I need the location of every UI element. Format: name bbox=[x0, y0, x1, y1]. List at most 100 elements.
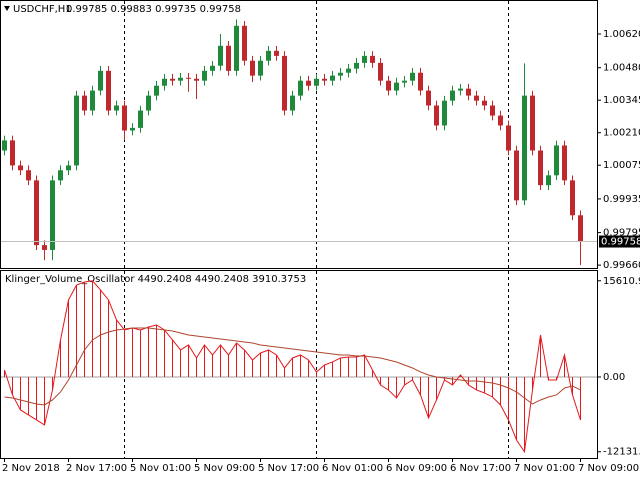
candle-body bbox=[170, 78, 175, 81]
candle-body bbox=[314, 78, 319, 86]
last-price-box bbox=[599, 235, 640, 248]
oscillator-panel bbox=[0, 270, 598, 459]
candle-body bbox=[202, 70, 207, 81]
candle-body bbox=[522, 95, 527, 201]
candle-body bbox=[50, 180, 55, 250]
indicator-title: Klinger_Volume_Oscillator 4490.2408 4490… bbox=[5, 274, 306, 285]
y-tick-label: 0.99795 bbox=[603, 228, 640, 239]
candle-body bbox=[258, 60, 263, 76]
candle-body bbox=[386, 80, 391, 91]
candle-body bbox=[434, 105, 439, 126]
candle-body bbox=[34, 180, 39, 246]
candle-body bbox=[538, 150, 543, 186]
candle-body bbox=[466, 88, 471, 96]
candle-body bbox=[146, 95, 151, 111]
y-tick-label: 1.00075 bbox=[603, 160, 640, 171]
candle-body bbox=[10, 140, 15, 166]
candle-body bbox=[106, 70, 111, 111]
y-tick-label: -12131.89 bbox=[603, 447, 640, 458]
candle-body bbox=[90, 90, 95, 111]
candle-body bbox=[306, 80, 311, 86]
y-tick-label: 0.00 bbox=[603, 372, 625, 383]
price-panel bbox=[0, 0, 598, 269]
candle-body bbox=[58, 170, 63, 181]
candle-body bbox=[282, 55, 287, 111]
candle-body bbox=[554, 145, 559, 176]
candle-body bbox=[338, 72, 343, 76]
candle-body bbox=[66, 165, 71, 171]
candle-body bbox=[226, 45, 231, 71]
candle-body bbox=[354, 62, 359, 69]
indicator-line bbox=[4, 327, 581, 406]
symbol-menu-arrow[interactable] bbox=[4, 6, 10, 11]
candle-body bbox=[26, 170, 31, 181]
x-tick-label: 2 Nov 17:00 bbox=[66, 463, 127, 474]
candle-body bbox=[530, 95, 535, 151]
y-tick-label: 1.00620 bbox=[603, 29, 640, 40]
candle-body bbox=[298, 80, 303, 96]
candle-body bbox=[442, 100, 447, 126]
candle-body bbox=[18, 165, 23, 171]
ohlc-readout: 0.99785 0.99883 0.99735 0.99758 bbox=[66, 4, 241, 15]
candle-body bbox=[250, 60, 255, 76]
candle-body bbox=[2, 140, 7, 151]
candle-body bbox=[362, 55, 367, 63]
x-tick-label: 5 Nov 17:00 bbox=[258, 463, 319, 474]
candle-body bbox=[450, 90, 455, 101]
candle-body bbox=[194, 78, 199, 81]
candle-body bbox=[426, 90, 431, 106]
y-tick-label: 0.99660 bbox=[603, 260, 640, 271]
candle-body bbox=[42, 245, 47, 250]
candle-body bbox=[266, 50, 271, 61]
candle-body bbox=[82, 95, 87, 111]
candle-body bbox=[410, 72, 415, 81]
candle-body bbox=[394, 82, 399, 91]
candle-body bbox=[474, 95, 479, 101]
candle-body bbox=[98, 70, 103, 91]
candle-body bbox=[570, 180, 575, 216]
candle-body bbox=[418, 72, 423, 91]
x-tick-label: 6 Nov 01:00 bbox=[322, 463, 383, 474]
candle-body bbox=[234, 25, 239, 71]
candle-body bbox=[514, 150, 519, 201]
candle-body bbox=[402, 80, 407, 83]
candle-body bbox=[162, 78, 167, 86]
candle-body bbox=[490, 105, 495, 116]
candle-body bbox=[290, 95, 295, 111]
y-tick-label: 1.00345 bbox=[603, 95, 640, 106]
x-tick-label: 7 Nov 01:00 bbox=[514, 463, 575, 474]
candle-body bbox=[378, 62, 383, 81]
x-tick-label: 5 Nov 01:00 bbox=[130, 463, 191, 474]
candle-body bbox=[322, 78, 327, 81]
candle-body bbox=[498, 115, 503, 126]
x-tick-label: 5 Nov 09:00 bbox=[194, 463, 255, 474]
y-tick-label: 0.99935 bbox=[603, 194, 640, 205]
y-tick-label: 1.00210 bbox=[603, 128, 640, 139]
candle-body bbox=[114, 105, 119, 111]
candle-body bbox=[242, 25, 247, 61]
candle-body bbox=[178, 77, 183, 81]
candle-body bbox=[458, 88, 463, 91]
x-tick-label: 7 Nov 09:00 bbox=[578, 463, 639, 474]
candle-body bbox=[370, 55, 375, 63]
candle-body bbox=[562, 145, 567, 181]
y-tick-label: 15610.93 bbox=[603, 276, 640, 287]
symbol-title: USDCHF,H1 bbox=[13, 4, 72, 15]
candle-body bbox=[546, 175, 551, 186]
candle-body bbox=[138, 110, 143, 128]
x-tick-label: 6 Nov 09:00 bbox=[386, 463, 447, 474]
candle-body bbox=[506, 125, 511, 151]
x-tick-label: 2 Nov 2018 bbox=[2, 463, 60, 474]
candle-body bbox=[74, 95, 79, 166]
candle-body bbox=[274, 50, 279, 56]
candle-body bbox=[122, 105, 127, 131]
y-tick-label: 1.00480 bbox=[603, 63, 640, 74]
last-price-label: 0.99758 bbox=[601, 237, 640, 248]
candle-body bbox=[210, 65, 215, 71]
candle-body bbox=[186, 77, 191, 79]
candle-body bbox=[130, 127, 135, 131]
candle-body bbox=[330, 75, 335, 81]
candle-body bbox=[482, 100, 487, 106]
